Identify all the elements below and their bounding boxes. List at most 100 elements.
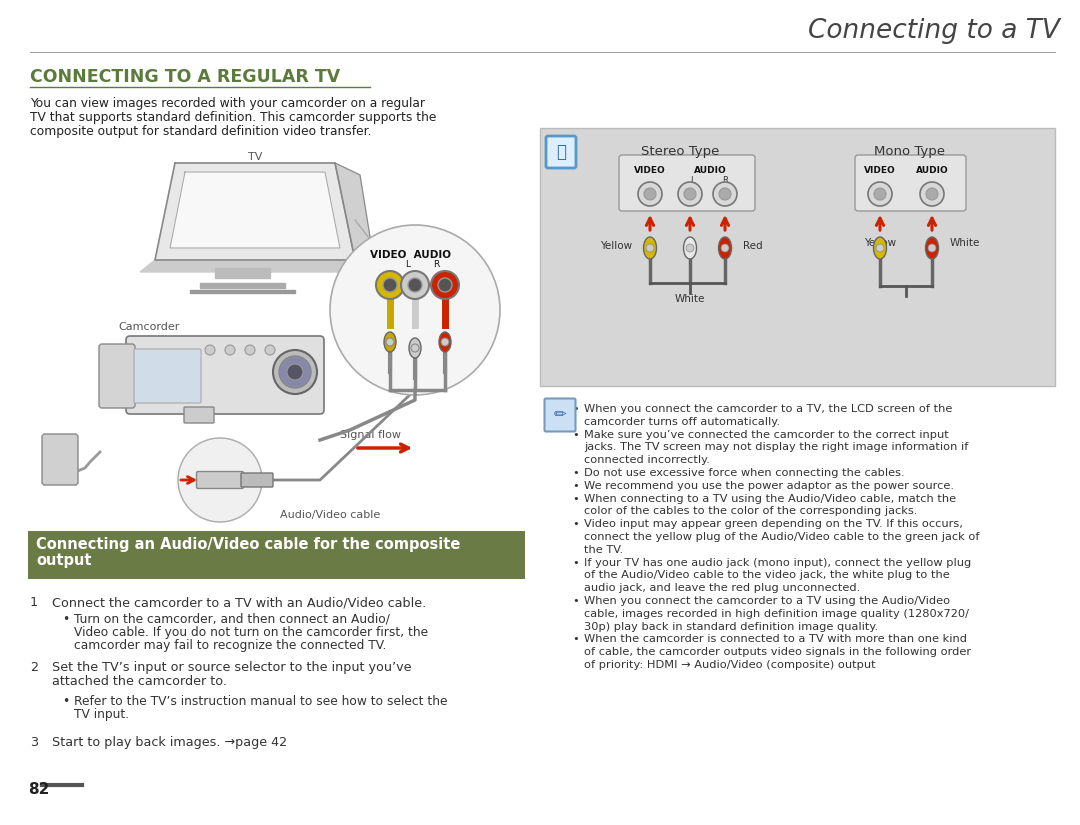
Text: •: • — [62, 695, 69, 708]
Text: of priority: HDMI → Audio/Video (composite) output: of priority: HDMI → Audio/Video (composi… — [584, 660, 876, 670]
Text: 3: 3 — [30, 736, 38, 749]
Text: attached the camcorder to.: attached the camcorder to. — [52, 675, 227, 688]
Text: Set the TV’s input or source selector to the input you’ve: Set the TV’s input or source selector to… — [52, 661, 411, 674]
Bar — [540, 128, 1055, 386]
Text: camcorder turns off automatically.: camcorder turns off automatically. — [584, 417, 780, 427]
Text: CONNECTING TO A REGULAR TV: CONNECTING TO A REGULAR TV — [30, 68, 340, 86]
Circle shape — [441, 338, 449, 346]
Text: audio jack, and leave the red plug unconnected.: audio jack, and leave the red plug uncon… — [584, 583, 861, 593]
Circle shape — [646, 244, 654, 252]
Text: TV input.: TV input. — [75, 708, 130, 721]
FancyBboxPatch shape — [197, 472, 243, 488]
Text: 30p) play back in standard definition image quality.: 30p) play back in standard definition im… — [584, 621, 878, 632]
Text: cable, images recorded in high definition image quality (1280x720/: cable, images recorded in high definitio… — [584, 609, 969, 619]
Circle shape — [245, 345, 255, 355]
Polygon shape — [156, 163, 355, 260]
FancyBboxPatch shape — [42, 434, 78, 485]
Text: L: L — [690, 176, 694, 185]
FancyBboxPatch shape — [241, 473, 273, 487]
Circle shape — [686, 244, 694, 252]
Text: •: • — [572, 558, 579, 568]
Circle shape — [411, 344, 419, 352]
Text: of cable, the camcorder outputs video signals in the following order: of cable, the camcorder outputs video si… — [584, 647, 971, 658]
Text: composite output for standard definition video transfer.: composite output for standard definition… — [30, 125, 372, 138]
Text: camcorder may fail to recognize the connected TV.: camcorder may fail to recognize the conn… — [75, 639, 387, 652]
Text: Camcorder: Camcorder — [118, 322, 179, 332]
Text: of the Audio/Video cable to the video jack, the white plug to the: of the Audio/Video cable to the video ja… — [584, 570, 949, 581]
Text: •: • — [572, 468, 579, 478]
Circle shape — [678, 182, 702, 206]
Circle shape — [719, 188, 731, 200]
Text: White: White — [950, 238, 981, 248]
Text: VIDEO: VIDEO — [634, 166, 666, 175]
Text: ✏: ✏ — [554, 408, 566, 422]
Text: •: • — [572, 481, 579, 491]
FancyBboxPatch shape — [546, 136, 576, 168]
Circle shape — [920, 182, 944, 206]
Ellipse shape — [438, 332, 451, 352]
Ellipse shape — [384, 332, 396, 352]
Text: output: output — [36, 553, 92, 568]
Text: 2: 2 — [30, 661, 38, 674]
FancyBboxPatch shape — [544, 398, 576, 431]
Text: connected incorrectly.: connected incorrectly. — [584, 455, 710, 465]
Circle shape — [279, 356, 311, 388]
Circle shape — [265, 345, 275, 355]
Ellipse shape — [926, 237, 939, 259]
Text: Start to play back images. →page 42: Start to play back images. →page 42 — [52, 736, 287, 749]
Text: •: • — [572, 519, 579, 529]
Text: •: • — [62, 613, 69, 626]
Text: connect the yellow plug of the Audio/Video cable to the green jack of: connect the yellow plug of the Audio/Vid… — [584, 532, 980, 542]
Text: VIDEO  AUDIO: VIDEO AUDIO — [369, 250, 450, 260]
Circle shape — [876, 244, 885, 252]
Circle shape — [721, 244, 729, 252]
Text: AUDIO: AUDIO — [916, 166, 948, 175]
Text: VIDEO: VIDEO — [864, 166, 896, 175]
Polygon shape — [140, 260, 370, 272]
Text: •: • — [572, 634, 579, 644]
FancyBboxPatch shape — [126, 336, 324, 414]
Circle shape — [438, 278, 453, 292]
Ellipse shape — [684, 237, 697, 259]
FancyBboxPatch shape — [619, 155, 755, 211]
Ellipse shape — [409, 338, 421, 358]
Circle shape — [408, 278, 422, 292]
Text: Make sure you’ve connected the camcorder to the correct input: Make sure you’ve connected the camcorder… — [584, 430, 948, 440]
Circle shape — [225, 345, 235, 355]
Text: When you connect the camcorder to a TV using the Audio/Video: When you connect the camcorder to a TV u… — [584, 596, 950, 606]
Text: •: • — [572, 430, 579, 440]
Ellipse shape — [718, 237, 731, 259]
Text: •: • — [572, 404, 579, 414]
Circle shape — [684, 188, 696, 200]
Text: 1: 1 — [30, 596, 38, 609]
Text: 82: 82 — [28, 782, 50, 797]
Text: Connecting to a TV: Connecting to a TV — [808, 18, 1059, 44]
Circle shape — [273, 350, 318, 394]
Circle shape — [205, 345, 215, 355]
Bar — [215, 268, 270, 278]
Text: jacks. The TV screen may not display the right image information if: jacks. The TV screen may not display the… — [584, 442, 969, 452]
Text: Connect the camcorder to a TV with an Audio/Video cable.: Connect the camcorder to a TV with an Au… — [52, 596, 427, 609]
Circle shape — [868, 182, 892, 206]
Circle shape — [926, 188, 939, 200]
Text: color of the cables to the color of the corresponding jacks.: color of the cables to the color of the … — [584, 507, 917, 516]
Circle shape — [383, 278, 397, 292]
Text: Mono Type: Mono Type — [875, 145, 945, 158]
Text: L        R: L R — [406, 260, 441, 269]
Circle shape — [928, 244, 936, 252]
Polygon shape — [170, 172, 340, 248]
Polygon shape — [335, 163, 375, 268]
FancyBboxPatch shape — [184, 407, 214, 423]
FancyBboxPatch shape — [134, 349, 201, 403]
Text: If your TV has one audio jack (mono input), connect the yellow plug: If your TV has one audio jack (mono inpu… — [584, 558, 971, 568]
Text: Yellow: Yellow — [864, 238, 896, 248]
Circle shape — [401, 271, 429, 299]
Text: TV: TV — [247, 152, 262, 162]
Circle shape — [178, 438, 262, 522]
Text: We recommend you use the power adaptor as the power source.: We recommend you use the power adaptor a… — [584, 481, 954, 491]
Text: Signal flow: Signal flow — [339, 430, 401, 440]
Ellipse shape — [874, 237, 887, 259]
Text: Yellow: Yellow — [599, 241, 632, 251]
Circle shape — [431, 271, 459, 299]
Text: Refer to the TV’s instruction manual to see how to select the: Refer to the TV’s instruction manual to … — [75, 695, 447, 708]
